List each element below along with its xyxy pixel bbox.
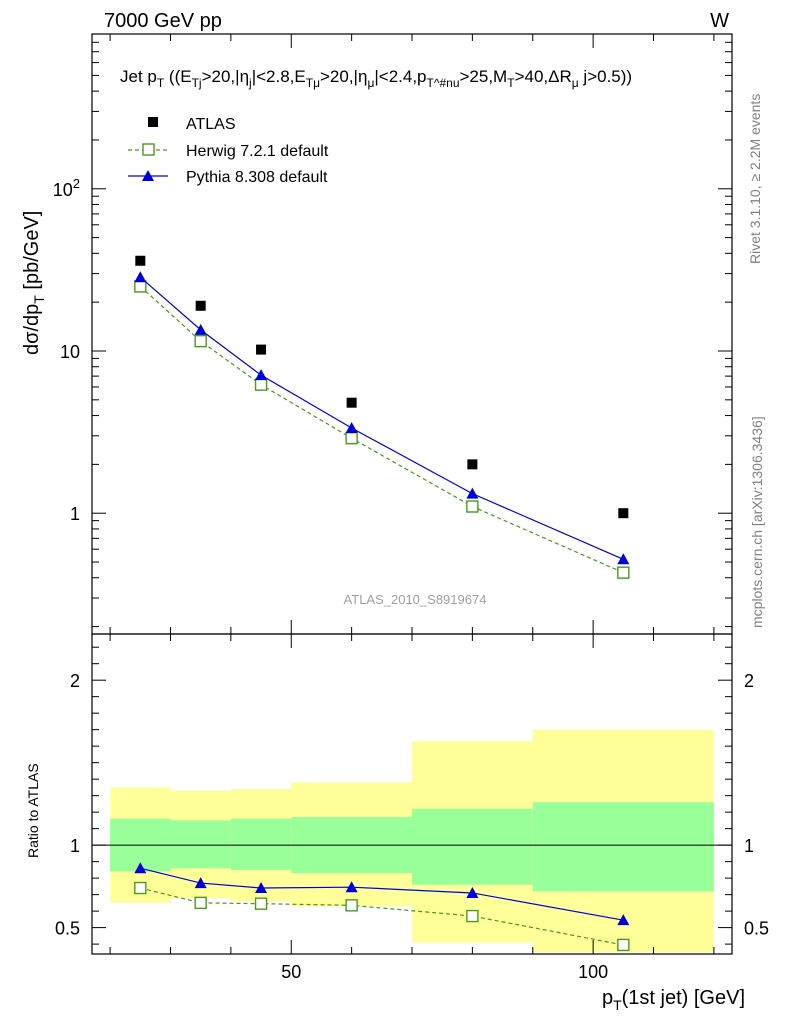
legend-pythia-marker [142, 170, 154, 181]
y-axis-label-ratio: Ratio to ATLAS [25, 763, 41, 858]
pythia-ratio-point [466, 886, 479, 898]
herwig-ratio-point [345, 899, 358, 912]
x-tick-label: 100 [578, 962, 608, 982]
herwig-ratio-point [617, 938, 630, 952]
y-axis-label-main: dσ/dpT​ [pb/GeV] [21, 211, 47, 355]
pythia-point [345, 422, 358, 434]
y-tick-label: 1 [70, 504, 80, 524]
pythia-ratio-point [345, 881, 358, 893]
y-tick-label: 102 [53, 176, 80, 200]
herwig-ratio-line [140, 887, 624, 946]
pythia-ratio-point [617, 914, 630, 926]
pythia-point [194, 323, 207, 335]
analysis-watermark: ATLAS_2010_S8919674 [344, 592, 487, 607]
legend-pythia-label: Pythia 8.308 default [186, 169, 328, 186]
header-process: W [710, 10, 729, 32]
ratio-y-tick-label: 0.5 [55, 919, 80, 939]
plot-title: Jet pT​ ((ETj​>20,|ηj​|<2.8,ETμ​>20,|ημ​… [120, 67, 632, 90]
legend: ATLAS Herwig 7.2.1 default Pythia 8.308 … [128, 116, 329, 186]
atlas-point [135, 255, 146, 266]
legend-herwig-marker [142, 143, 155, 156]
mcplots-label: mcplots.cern.ch [arXiv:1306.3436] [749, 416, 765, 628]
herwig-point [254, 378, 268, 391]
herwig-point [194, 334, 207, 348]
ratio-y-tick-label-right: 2 [744, 671, 754, 691]
ratio-y-tick-label-right: 0.5 [744, 919, 769, 939]
ratio-y-tick-label-right: 1 [744, 836, 754, 856]
herwig-ratio-point [466, 909, 479, 923]
herwig-point [134, 280, 147, 293]
herwig-point [617, 566, 630, 579]
legend-atlas-label: ATLAS [186, 116, 236, 133]
pythia-point [617, 553, 630, 565]
x-axis-label: pT​(1st jet) [GeV] [602, 987, 745, 1013]
pythia-point [134, 271, 147, 283]
herwig-line [139, 285, 624, 574]
herwig-point [466, 500, 479, 513]
atlas-point [618, 508, 629, 519]
inner-band-bin [170, 820, 231, 869]
atlas-point [467, 459, 478, 470]
pythia-point [255, 369, 268, 381]
ratio-y-tick-label: 2 [70, 671, 80, 691]
pythia-line [139, 276, 624, 560]
atlas-point [346, 397, 357, 408]
legend-atlas-marker [148, 117, 158, 127]
herwig-point [345, 431, 358, 445]
rivet-label: Rivet 3.1.10, ≥ 2.2M events [747, 94, 763, 264]
pythia-point [466, 487, 479, 499]
ratio-y-tick-label: 1 [70, 836, 80, 856]
inner-band-bin [532, 802, 714, 892]
axis-ticks: 50 100 1 10 102 0.5 0.5 1 1 2 2 [53, 33, 769, 982]
data-series [134, 255, 630, 952]
pythia-ratio-point [194, 877, 207, 889]
herwig-ratio-point [134, 881, 147, 895]
atlas-point [195, 300, 206, 311]
inner-band-bin [412, 808, 533, 885]
pythia-ratio-point [134, 862, 147, 874]
atlas-point [256, 344, 267, 355]
inner-band-bin [230, 818, 292, 870]
pythia-ratio-line [140, 867, 624, 921]
legend-herwig-label: Herwig 7.2.1 default [186, 143, 329, 160]
herwig-ratio-point [254, 897, 268, 910]
header-energy: 7000 GeV pp [104, 10, 222, 32]
pythia-ratio-point [255, 882, 268, 894]
y-tick-label: 10 [60, 342, 80, 362]
herwig-ratio-point [194, 896, 207, 910]
x-tick-label: 50 [281, 962, 301, 982]
ratio-bands [92, 729, 732, 953]
